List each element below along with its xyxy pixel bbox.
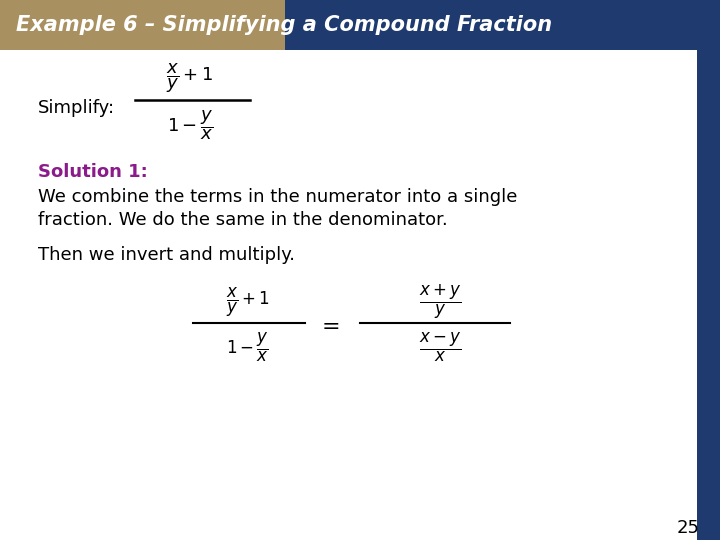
Text: $1 - \dfrac{y}{x}$: $1 - \dfrac{y}{x}$ bbox=[227, 330, 269, 363]
Text: We combine the terms in the numerator into a single: We combine the terms in the numerator in… bbox=[38, 188, 518, 206]
Text: Example 6 – Simplifying a Compound Fraction: Example 6 – Simplifying a Compound Fract… bbox=[16, 15, 552, 35]
Text: Simplify:: Simplify: bbox=[38, 99, 115, 117]
Text: $\dfrac{x - y}{x}$: $\dfrac{x - y}{x}$ bbox=[418, 330, 462, 363]
Text: $\dfrac{x + y}{y}$: $\dfrac{x + y}{y}$ bbox=[418, 283, 462, 321]
Bar bbox=[0, 0, 285, 50]
Bar bbox=[697, 50, 720, 540]
Text: Then we invert and multiply.: Then we invert and multiply. bbox=[38, 246, 295, 264]
Text: Solution 1:: Solution 1: bbox=[38, 163, 148, 181]
Text: $=$: $=$ bbox=[317, 315, 339, 335]
Text: $\dfrac{x}{y} + 1$: $\dfrac{x}{y} + 1$ bbox=[166, 61, 214, 95]
Text: fraction. We do the same in the denominator.: fraction. We do the same in the denomina… bbox=[38, 211, 448, 229]
Text: 25: 25 bbox=[677, 519, 700, 537]
Text: $1 - \dfrac{y}{x}$: $1 - \dfrac{y}{x}$ bbox=[167, 108, 213, 142]
Bar bbox=[285, 0, 720, 50]
Text: $\dfrac{x}{y} + 1$: $\dfrac{x}{y} + 1$ bbox=[226, 286, 270, 319]
